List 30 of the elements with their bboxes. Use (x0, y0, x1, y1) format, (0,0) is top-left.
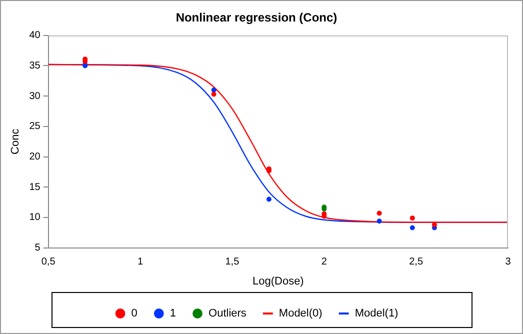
chart-title: Nonlinear regression (Conc) (176, 10, 338, 25)
y-tick-label: 35 (29, 60, 41, 72)
point (410, 216, 415, 221)
x-tick-label: 2,5 (409, 256, 424, 268)
point (211, 92, 216, 97)
point (432, 222, 437, 228)
line-series (48, 64, 508, 223)
y-tick-label: 20 (29, 152, 41, 163)
y-tick-label: 15 (29, 182, 41, 193)
legend-label: Model(0) (278, 308, 322, 320)
point (266, 196, 272, 202)
y-tick-label: 25 (29, 121, 41, 132)
x-tick-label: 1 (137, 256, 144, 268)
y-tick-label: 30 (29, 90, 41, 102)
x-axis-title: Log(Dose) (252, 275, 304, 288)
x-tick-label: 0,5 (41, 256, 56, 268)
point (376, 210, 382, 216)
y-tick-label: 40 (29, 30, 41, 42)
y-tick-label: 5 (34, 242, 41, 254)
x-tick-label: 3 (505, 256, 512, 268)
point (410, 225, 415, 230)
y-tick-label: 10 (29, 212, 41, 224)
legend-label: 1 (170, 308, 176, 320)
x-tick-label: 2 (321, 256, 328, 268)
legend-label: Outliers (208, 308, 247, 320)
y-axis-title: Conc (10, 128, 22, 154)
point (376, 218, 382, 224)
legend-label: 0 (131, 308, 138, 320)
legend-label: Model(1) (354, 308, 398, 320)
x-tick-label: 1,5 (225, 256, 240, 268)
